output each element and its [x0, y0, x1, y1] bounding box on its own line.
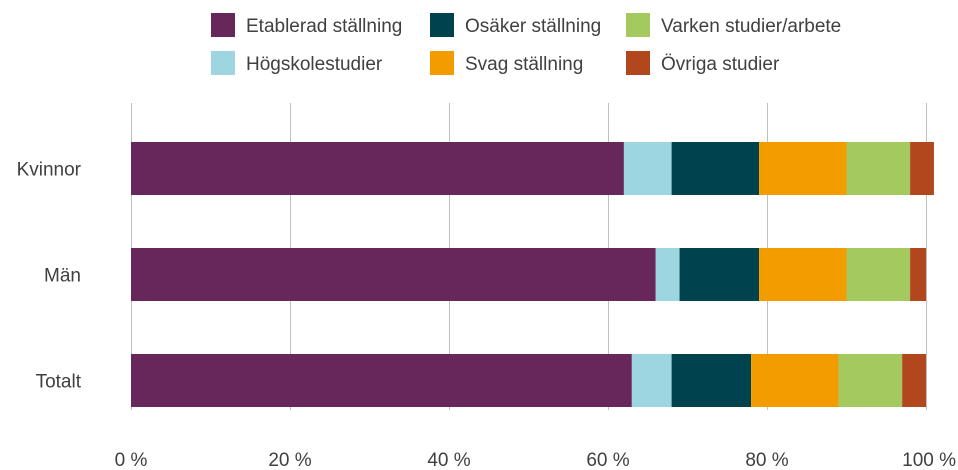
legend-swatch [430, 51, 454, 75]
bar-segment [910, 142, 934, 195]
legend-swatch [211, 51, 235, 75]
legend-label: Osäker ställning [465, 16, 601, 37]
legend-label: Etablerad ställning [246, 16, 402, 37]
bar-segment [846, 142, 911, 195]
bar-segment [846, 248, 911, 301]
legend-swatch [211, 13, 235, 37]
legend-swatch [626, 13, 650, 37]
x-tick-label: 0 % [115, 450, 148, 470]
bar-segment [751, 354, 839, 407]
bar-segment [631, 354, 672, 407]
bars [131, 142, 934, 407]
legend-label: Varken studier/arbete [661, 16, 841, 37]
legend-label: Svag ställning [465, 54, 583, 75]
bar-segment [910, 248, 926, 301]
bar-segment [679, 248, 760, 301]
category-label: Kvinnor [17, 160, 82, 181]
legend: Etablerad ställning Högskolestudier Osäker… [211, 13, 841, 75]
x-tick-label: 40 % [427, 450, 470, 470]
x-tick-label: 60 % [586, 450, 629, 470]
legend-label: Högskolestudier [246, 54, 383, 75]
x-tick-label: 100 % [902, 450, 956, 470]
bar-segment [623, 142, 672, 195]
x-tick-labels: 0 % 20 % 40 % 60 % 80 % 100 % [115, 450, 956, 470]
legend-swatch [626, 51, 650, 75]
bar-segment [131, 248, 656, 301]
legend-label: Övriga studier [661, 54, 780, 75]
x-tick-label: 80 % [745, 450, 788, 470]
bar-segment [671, 142, 760, 195]
category-label: Män [44, 266, 81, 287]
x-tick-label: 20 % [268, 450, 311, 470]
bar-segment [838, 354, 903, 407]
bar-segment [759, 248, 847, 301]
bar-segment [759, 142, 847, 195]
bar-segment [902, 354, 926, 407]
category-labels: Kvinnor Män Totalt [17, 160, 82, 393]
category-label: Totalt [36, 372, 82, 393]
bar-segment [131, 142, 624, 195]
bar-segment [131, 354, 632, 407]
bar-segment [671, 354, 752, 407]
bar-segment [655, 248, 680, 301]
legend-swatch [430, 13, 454, 37]
